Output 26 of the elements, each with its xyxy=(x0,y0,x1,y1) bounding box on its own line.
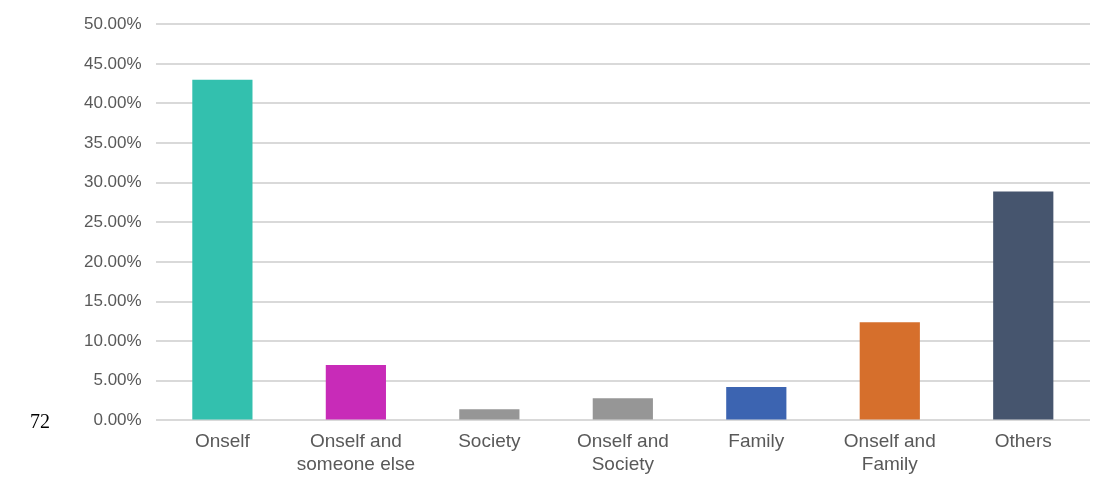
y-tick-label: 15.00% xyxy=(83,291,142,311)
x-tick-label: Society xyxy=(458,430,521,452)
text: 72 xyxy=(30,410,50,433)
bar xyxy=(459,409,520,420)
x-tick-label: Family xyxy=(728,430,785,452)
y-tick-label: 40.00% xyxy=(83,93,142,113)
bar xyxy=(325,364,386,420)
bar xyxy=(192,79,253,420)
y-tick-label: 10.00% xyxy=(83,330,142,350)
x-tick-label: Onself and Society xyxy=(576,430,669,474)
y-tick-label: 30.00% xyxy=(83,172,142,192)
y-tick-label: 20.00% xyxy=(83,251,142,271)
y-tick-label: 35.00% xyxy=(83,132,142,152)
y-tick-label: 25.00% xyxy=(83,211,142,231)
bar xyxy=(859,322,920,420)
y-tick-label: 45.00% xyxy=(83,53,142,73)
x-tick-label: Onself and Family xyxy=(843,430,936,474)
bar xyxy=(993,191,1054,420)
y-tick-label: 5.00% xyxy=(93,370,142,390)
y-tick-label: 0.00% xyxy=(93,410,142,430)
bar xyxy=(726,387,787,420)
y-tick-label: 50.00% xyxy=(83,13,142,33)
x-tick-label: Onself and someone else xyxy=(296,430,416,474)
x-tick-label: Others xyxy=(994,430,1052,452)
x-tick-label: Onself xyxy=(194,430,251,452)
bar xyxy=(592,398,653,420)
